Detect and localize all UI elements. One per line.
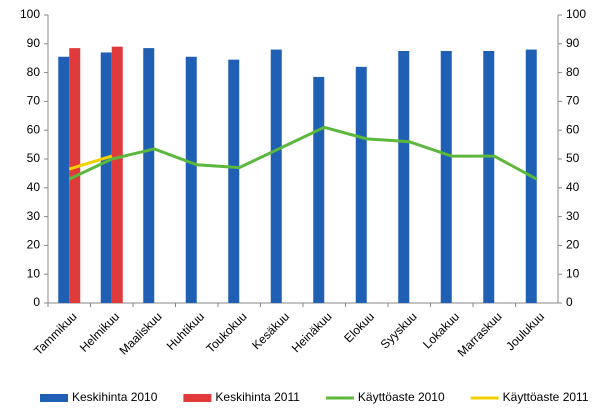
y-tick-label: 30: [27, 209, 41, 223]
y-tick-label: 50: [27, 151, 41, 165]
y2-tick-label: 10: [566, 266, 580, 280]
bar: [100, 52, 112, 303]
y2-tick-label: 60: [566, 122, 580, 136]
x-tick-label: Maaliskuu: [117, 309, 165, 357]
y-tick-label: 0: [33, 295, 40, 309]
x-tick-label: Toukokuu: [203, 309, 249, 355]
y2-tick-label: 90: [566, 36, 580, 50]
bar: [111, 46, 123, 304]
y-tick-label: 100: [20, 7, 40, 21]
bar: [398, 51, 410, 303]
legend-swatch: [183, 394, 212, 402]
y2-tick-label: 80: [566, 65, 580, 79]
y-tick-label: 80: [27, 65, 41, 79]
bar: [270, 49, 282, 304]
y2-tick-label: 0: [566, 295, 573, 309]
legend-label: Keskihinta 2011: [215, 390, 300, 404]
legend-swatch: [40, 394, 68, 402]
x-tick-label: Huhtikuu: [164, 309, 207, 352]
legend-label: Käyttöaste 2010: [358, 390, 445, 404]
x-tick-label: Elokuu: [341, 309, 377, 345]
y-tick-label: 40: [27, 180, 41, 194]
line: [68, 154, 113, 171]
y2-tick-label: 30: [566, 209, 580, 223]
bar: [313, 76, 325, 303]
x-tick-label: Kesäkuu: [249, 309, 292, 352]
y2-tick-label: 50: [566, 151, 580, 165]
bar: [143, 48, 155, 304]
y2-tick-label: 40: [566, 180, 580, 194]
y2-tick-label: 20: [566, 238, 580, 252]
x-tick-label: Syyskuu: [378, 309, 420, 351]
bar: [483, 51, 495, 303]
y2-tick-label: 70: [566, 94, 580, 108]
x-tick-label: Helmikuu: [77, 309, 122, 354]
y-tick-label: 10: [27, 266, 41, 280]
bar: [185, 56, 197, 304]
x-tick-label: Lokakuu: [420, 309, 462, 351]
bar: [440, 51, 452, 303]
bar: [58, 56, 70, 304]
y-tick-label: 20: [27, 238, 41, 252]
line: [68, 125, 538, 181]
x-tick-label: Tammikuu: [31, 309, 80, 358]
y-tick-label: 60: [27, 122, 41, 136]
x-tick-label: Heinäkuu: [289, 309, 335, 355]
y-tick-label: 70: [27, 94, 41, 108]
y2-tick-label: 100: [566, 7, 586, 21]
bar: [355, 66, 367, 303]
legend-label: Keskihinta 2010: [72, 390, 158, 404]
x-tick-label: Joulukuu: [503, 309, 547, 353]
bar: [228, 59, 240, 303]
y-tick-label: 90: [27, 36, 41, 50]
legend-label: Käyttöaste 2011: [503, 390, 589, 404]
x-tick-label: Marraskuu: [455, 309, 505, 359]
